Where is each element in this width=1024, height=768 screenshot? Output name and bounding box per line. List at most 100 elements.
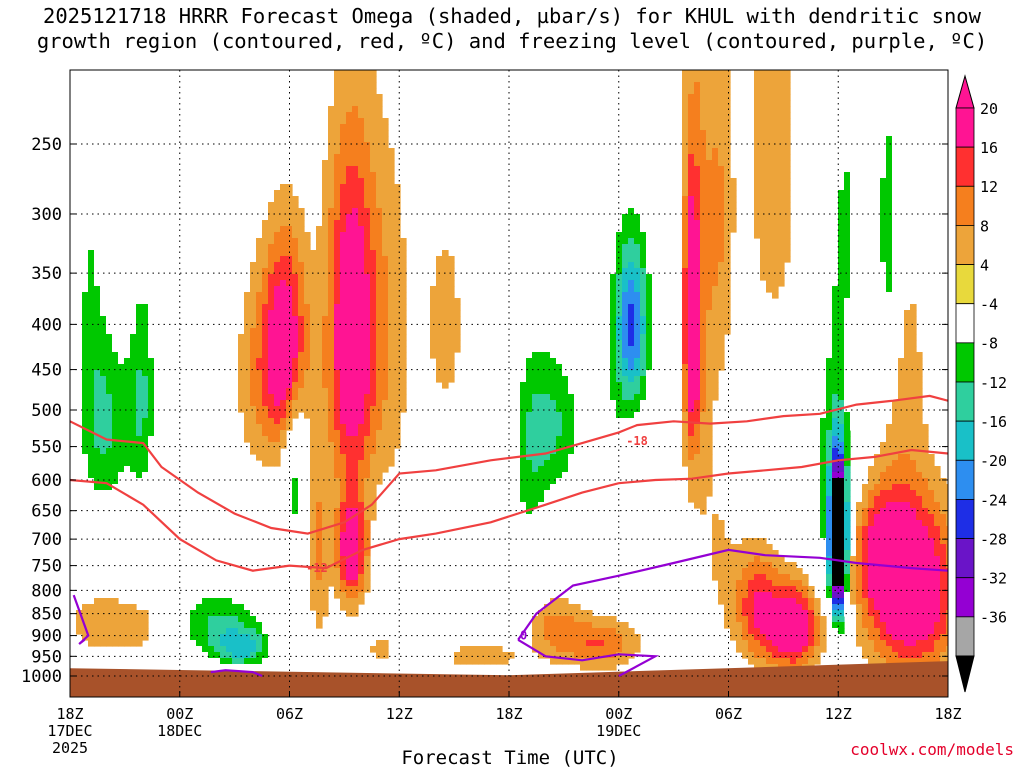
- omega-cell: [322, 244, 329, 251]
- omega-cell: [628, 388, 635, 395]
- omega-cell: [364, 100, 371, 107]
- omega-cell: [382, 460, 389, 467]
- omega-cell: [286, 262, 293, 269]
- omega-cell: [316, 586, 323, 593]
- omega-cell: [346, 148, 353, 155]
- omega-cell: [694, 454, 701, 461]
- omega-cell: [118, 328, 125, 335]
- omega-cell: [142, 496, 149, 503]
- omega-cell: [298, 526, 305, 533]
- omega-cell: [70, 382, 77, 389]
- omega-cell: [742, 640, 749, 647]
- omega-cell: [370, 382, 377, 389]
- omega-cell: [352, 232, 359, 239]
- omega-cell: [394, 232, 401, 239]
- omega-cell: [262, 328, 269, 335]
- omega-cell: [352, 514, 359, 521]
- omega-cell: [514, 424, 521, 431]
- omega-cell: [184, 610, 191, 617]
- omega-cell: [772, 232, 779, 239]
- omega-cell: [112, 502, 119, 509]
- omega-cell: [712, 304, 719, 311]
- omega-cell: [778, 592, 785, 599]
- omega-cell: [718, 544, 725, 551]
- omega-cell: [358, 574, 365, 581]
- omega-cell: [106, 352, 113, 359]
- omega-cell: [82, 238, 89, 245]
- omega-cell: [784, 244, 791, 251]
- omega-cell: [250, 388, 257, 395]
- omega-cell: [598, 634, 605, 641]
- omega-cell: [562, 364, 569, 371]
- omega-cell: [262, 658, 269, 665]
- omega-cell: [820, 190, 827, 197]
- omega-cell: [310, 340, 317, 347]
- omega-cell: [436, 268, 443, 275]
- omega-cell: [382, 376, 389, 383]
- omega-cell: [88, 262, 95, 269]
- omega-cell: [700, 394, 707, 401]
- omega-cell: [364, 76, 371, 83]
- omega-cell: [244, 436, 251, 443]
- omega-cell: [358, 328, 365, 335]
- omega-cell: [604, 298, 611, 305]
- omega-cell: [340, 496, 347, 503]
- omega-cell: [646, 376, 653, 383]
- omega-cell: [820, 508, 827, 515]
- omega-cell: [286, 256, 293, 263]
- omega-cell: [616, 328, 623, 335]
- omega-cell: [586, 382, 593, 389]
- omega-cell: [340, 514, 347, 521]
- omega-cell: [400, 256, 407, 263]
- omega-cell: [682, 100, 689, 107]
- omega-cell: [292, 226, 299, 233]
- omega-cell: [790, 634, 797, 641]
- omega-cell: [550, 610, 557, 617]
- omega-cell: [682, 208, 689, 215]
- omega-cell: [268, 286, 275, 293]
- omega-cell: [148, 448, 155, 455]
- omega-cell: [604, 244, 611, 251]
- omega-cell: [346, 538, 353, 545]
- omega-cell: [628, 310, 635, 317]
- omega-cell: [370, 268, 377, 275]
- omega-cell: [754, 568, 761, 575]
- omega-cell: [388, 226, 395, 233]
- omega-cell: [112, 394, 119, 401]
- omega-cell: [346, 286, 353, 293]
- omega-cell: [358, 130, 365, 137]
- omega-cell: [358, 274, 365, 281]
- omega-cell: [610, 634, 617, 641]
- omega-cell: [388, 232, 395, 239]
- omega-cell: [814, 466, 821, 473]
- omega-cell: [352, 118, 359, 125]
- omega-cell: [352, 178, 359, 185]
- omega-cell: [298, 466, 305, 473]
- omega-cell: [352, 520, 359, 527]
- omega-cell: [814, 358, 821, 365]
- omega-cell: [364, 268, 371, 275]
- omega-cell: [352, 76, 359, 83]
- omega-cell: [82, 424, 89, 431]
- omega-cell: [274, 334, 281, 341]
- omega-cell: [352, 406, 359, 413]
- omega-cell: [688, 88, 695, 95]
- omega-cell: [142, 466, 149, 473]
- omega-cell: [718, 136, 725, 143]
- omega-cell: [208, 580, 215, 587]
- omega-cell: [718, 568, 725, 575]
- omega-cell: [76, 316, 83, 323]
- omega-cell: [334, 268, 341, 275]
- omega-cell: [778, 100, 785, 107]
- omega-cell: [796, 604, 803, 611]
- omega-cell: [358, 496, 365, 503]
- omega-cell: [310, 262, 317, 269]
- omega-cell: [700, 244, 707, 251]
- omega-cell: [298, 364, 305, 371]
- omega-cell: [580, 442, 587, 449]
- omega-cell: [682, 322, 689, 329]
- omega-cell: [544, 442, 551, 449]
- omega-cell: [634, 322, 641, 329]
- omega-cell: [622, 628, 629, 635]
- omega-cell: [76, 136, 83, 143]
